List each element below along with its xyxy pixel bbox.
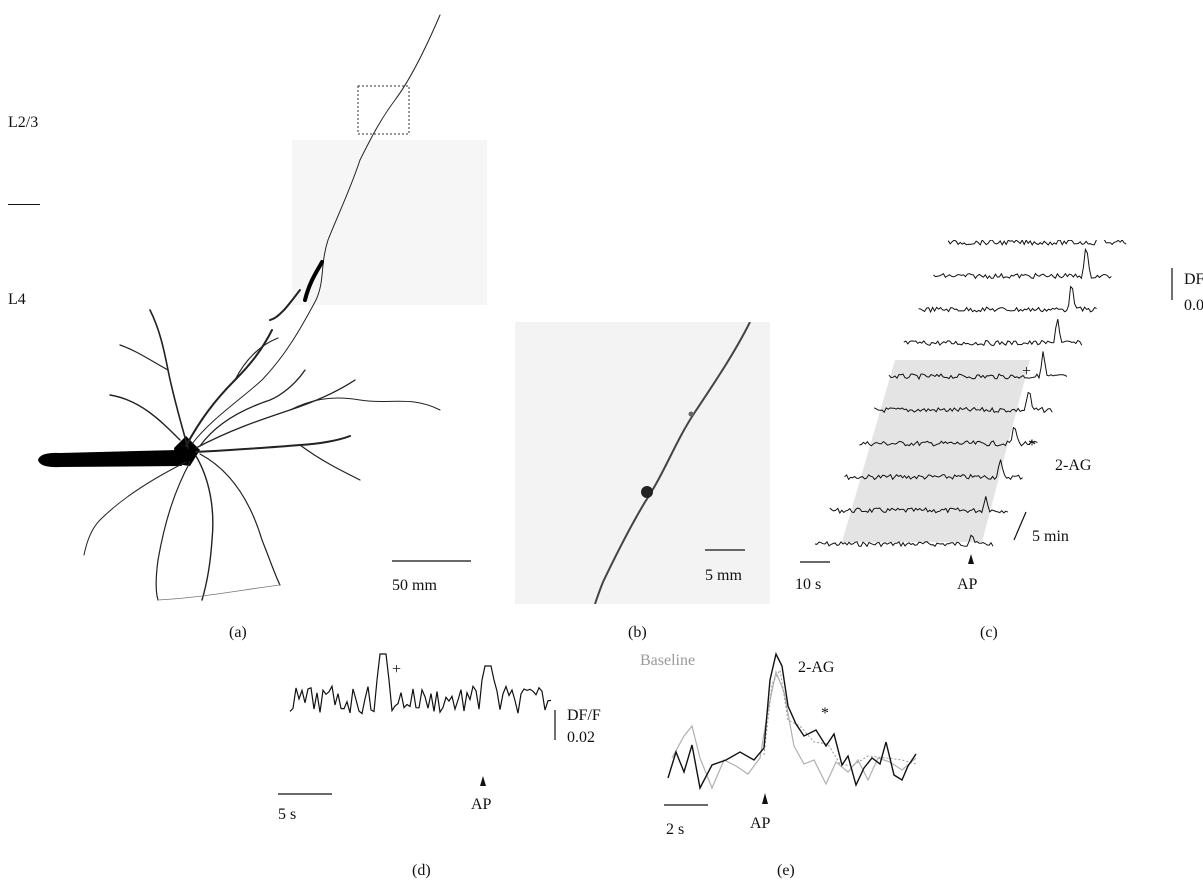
trace-line-7 bbox=[903, 318, 1083, 347]
baseline-trace bbox=[671, 669, 917, 790]
panel-label-c: (c) bbox=[980, 624, 998, 641]
panel-label-e: (e) bbox=[777, 862, 795, 879]
plus-marker-d: + bbox=[392, 661, 402, 678]
single-trace-plot bbox=[278, 653, 556, 795]
drug-trace bbox=[667, 651, 917, 791]
trace-line-8 bbox=[918, 285, 1097, 314]
layer-label-upper: L2/3 bbox=[8, 114, 39, 131]
trace-line-10 bbox=[947, 240, 1127, 246]
trace-line-6 bbox=[888, 351, 1068, 381]
panel-label-a: (a) bbox=[229, 624, 247, 641]
trace-d bbox=[289, 653, 552, 715]
scalebar-label-a: 50 mm bbox=[392, 577, 437, 594]
axon-zoom-image bbox=[594, 322, 751, 604]
neuron-micrograph bbox=[38, 14, 487, 601]
soma bbox=[174, 436, 200, 466]
time-scalebar-label-c: 10 s bbox=[795, 576, 822, 593]
panel-c: DF/F 0.01 + * 2-AG 5 min 10 s AP (c) bbox=[795, 240, 1203, 641]
dff-value-c: 0.01 bbox=[1184, 297, 1203, 314]
trace-line-5 bbox=[873, 391, 1053, 414]
ap-label-e: AP bbox=[750, 815, 771, 832]
star-marker-e: * bbox=[821, 705, 829, 722]
stacked-traces-plot bbox=[800, 240, 1173, 564]
dff-label-c: DF/F bbox=[1184, 271, 1203, 288]
plus-marker-c: + bbox=[1022, 363, 1032, 380]
ap-arrowhead-c bbox=[968, 554, 974, 564]
dff-value-d: 0.02 bbox=[567, 729, 595, 746]
panel-d: + DF/F 0.02 5 s AP (d) bbox=[270, 640, 601, 885]
trace-line-4 bbox=[859, 426, 1038, 447]
panel-e: Baseline 2-AG * 2 s AP (e) bbox=[636, 640, 936, 885]
time-axis-label-c: 5 min bbox=[1032, 528, 1069, 545]
layer-label-lower: L4 bbox=[8, 291, 26, 308]
roi-box bbox=[357, 85, 410, 135]
layer-boundary-line bbox=[8, 204, 40, 205]
ap-arrowhead-d bbox=[480, 776, 486, 786]
time-scalebar-label-d: 5 s bbox=[278, 806, 297, 823]
panel-a: L2/3 L4 bbox=[0, 0, 500, 641]
drug-label-e: 2-AG bbox=[798, 659, 835, 676]
trace-stack bbox=[814, 240, 1127, 548]
drug-label-c: 2-AG bbox=[1055, 457, 1092, 474]
trace-line-1 bbox=[814, 534, 994, 548]
panel-label-d: (d) bbox=[412, 862, 431, 879]
scalebar-label-b: 5 mm bbox=[705, 567, 742, 584]
star-marker-c: * bbox=[1028, 437, 1036, 454]
panel-b: 5 mm bbox=[515, 322, 770, 604]
ap-arrowhead-e bbox=[762, 793, 768, 804]
trace-line-3 bbox=[844, 459, 1023, 481]
dotted-trace bbox=[763, 668, 917, 767]
overlay-trace-plot bbox=[664, 651, 917, 806]
ap-label-d: AP bbox=[471, 796, 492, 813]
baseline-label-e: Baseline bbox=[640, 652, 696, 669]
time-scalebar-label-e: 2 s bbox=[666, 821, 685, 838]
ap-label-c: AP bbox=[957, 576, 978, 593]
panel-label-b: (b) bbox=[628, 624, 647, 641]
pipette bbox=[38, 450, 182, 468]
trace-line-2 bbox=[829, 496, 1009, 514]
dff-label-d: DF/F bbox=[567, 707, 601, 724]
drug-period-shade bbox=[842, 360, 1030, 542]
trace-line-9 bbox=[933, 247, 1112, 280]
